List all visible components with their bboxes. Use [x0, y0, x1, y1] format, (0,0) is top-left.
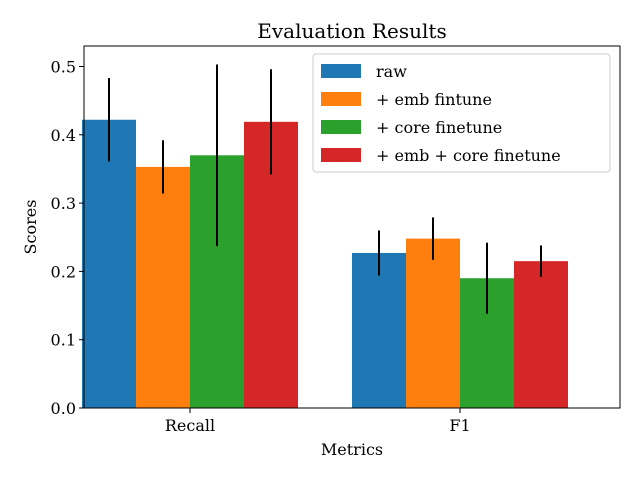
legend-swatch-3	[321, 148, 361, 162]
x-tick-label: Recall	[165, 416, 215, 435]
bar-1-0	[136, 166, 190, 408]
plot-frame	[83, 45, 621, 409]
y-tick-label: 0.4	[51, 126, 76, 145]
legend-swatch-1	[321, 92, 361, 106]
bar-1-1	[406, 238, 460, 408]
legend-label-3: + emb + core finetune	[376, 146, 561, 165]
x-tick-label: F1	[449, 416, 470, 435]
bar-0-0	[82, 119, 136, 408]
bar-3-1	[514, 261, 568, 408]
y-axis: 0.0 0.1 0.2 0.3 0.4 0.5	[51, 57, 84, 418]
chart-title: Evaluation Results	[257, 19, 446, 43]
legend: raw + emb fintune + core finetune + emb + c…	[312, 53, 611, 173]
y-tick-label: 0.2	[51, 262, 76, 281]
y-tick-label: 0.3	[51, 194, 76, 213]
y-axis-label: Scores	[21, 200, 40, 255]
legend-label-0: raw	[376, 62, 407, 81]
bars-layer	[82, 119, 568, 408]
y-tick-label: 0.5	[51, 57, 76, 76]
bar-0-1	[352, 252, 406, 408]
legend-label-2: + core finetune	[376, 118, 502, 137]
legend-swatch-2	[321, 120, 361, 134]
legend-label-1: + emb fintune	[376, 90, 492, 109]
x-axis: Recall F1	[165, 408, 471, 435]
legend-swatch-0	[321, 64, 361, 78]
y-tick-label: 0.0	[51, 399, 76, 418]
error-bars-layer	[108, 64, 542, 314]
y-tick-label: 0.1	[51, 331, 76, 350]
legend-frame	[312, 53, 611, 173]
x-axis-label: Metrics	[321, 440, 383, 459]
